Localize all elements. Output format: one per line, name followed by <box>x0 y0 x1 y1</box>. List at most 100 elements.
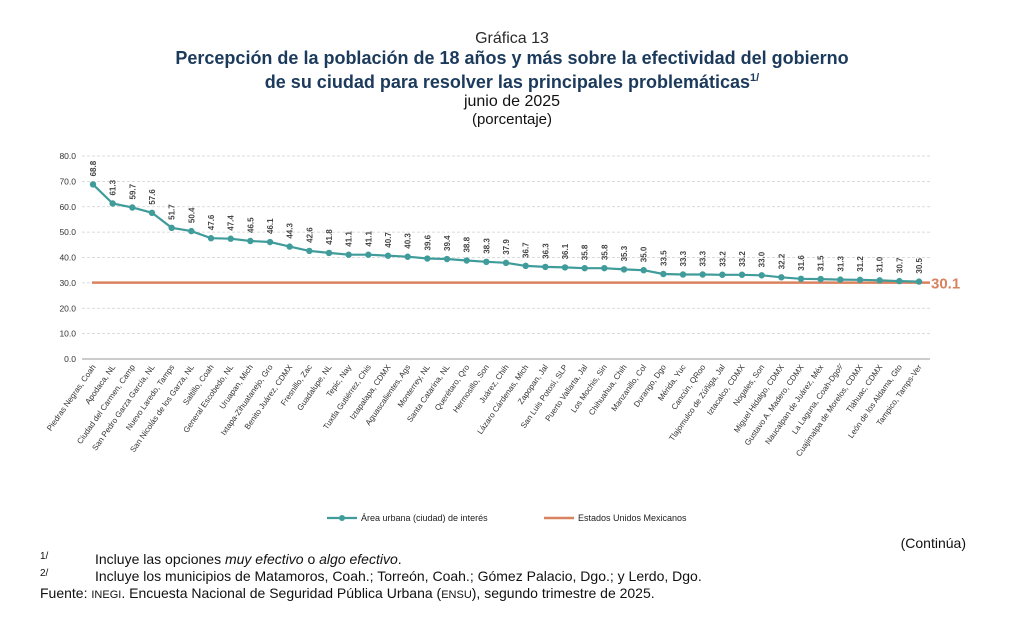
y-tick-label: 50.0 <box>59 227 76 237</box>
data-point <box>817 275 824 283</box>
chart-title-line-2-text: de su ciudad para resolver las principal… <box>264 72 750 92</box>
data-label: 51.7 <box>168 204 177 220</box>
chart-title-line-2: de su ciudad para resolver las principal… <box>0 68 1024 92</box>
data-label: 33.2 <box>718 251 727 267</box>
data-point <box>660 270 667 278</box>
chart-title-line-1: Percepción de la población de 18 años y … <box>175 48 849 68</box>
data-label: 41.1 <box>364 231 373 247</box>
data-point <box>522 262 529 270</box>
data-point <box>561 264 569 271</box>
data-label: 36.1 <box>561 243 570 259</box>
footnote-1-em2: algo efectivo <box>319 551 398 567</box>
source-note: Fuente: INEGI. Encuesta Nacional de Segu… <box>40 585 655 601</box>
data-point <box>188 227 195 235</box>
y-tick-label: 10.0 <box>59 329 76 339</box>
data-label: 36.7 <box>522 242 531 258</box>
data-point <box>719 271 726 278</box>
footnote-1-pre: Incluye las opciones <box>95 551 225 567</box>
source-end: ), segundo trimestre de 2025. <box>471 585 655 601</box>
data-label: 50.4 <box>187 207 196 223</box>
chart-unit: (porcentaje) <box>471 111 553 128</box>
data-point <box>797 275 805 283</box>
data-point <box>738 271 746 278</box>
data-point <box>89 181 97 188</box>
footnote-1-post: . <box>397 551 402 567</box>
y-tick-label: 30.0 <box>59 278 76 288</box>
data-label: 41.8 <box>325 229 334 245</box>
data-label: 30.5 <box>915 257 924 273</box>
footnote-1-mid: o <box>303 551 320 567</box>
source-mid: . Encuesta Nacional de Seguridad Pública… <box>121 585 442 601</box>
data-point <box>404 253 411 260</box>
data-point <box>542 263 549 271</box>
data-label: 59.7 <box>128 183 137 199</box>
legend-series-swatch-marker <box>339 515 345 521</box>
continues-note: (Continúa) <box>900 535 966 551</box>
source-label: Fuente: <box>40 585 92 601</box>
chart-number: Gráfica 13 <box>475 30 549 47</box>
data-label: 33.5 <box>659 250 668 266</box>
data-point <box>915 278 923 285</box>
y-tick-label: 20.0 <box>59 303 76 313</box>
data-label: 68.8 <box>89 160 98 176</box>
data-label: 31.0 <box>876 256 885 272</box>
footnote-2-mark: 2/ <box>40 568 49 579</box>
data-point <box>699 271 706 278</box>
chart-title-footnote-mark: 1/ <box>750 72 760 84</box>
data-point <box>876 277 883 284</box>
data-label: 31.3 <box>836 255 845 271</box>
data-label: 36.3 <box>541 243 550 259</box>
data-point <box>148 209 156 217</box>
data-point <box>227 235 234 242</box>
y-tick-label: 80.0 <box>59 151 76 161</box>
data-label: 31.2 <box>856 256 865 272</box>
data-label: 47.6 <box>207 214 216 230</box>
data-label: 37.9 <box>502 239 511 255</box>
data-point <box>679 271 687 278</box>
data-label: 57.6 <box>148 189 157 205</box>
data-label: 41.1 <box>345 231 354 247</box>
data-point <box>109 200 116 207</box>
data-point <box>581 264 588 272</box>
data-label: 31.6 <box>797 255 806 271</box>
data-point <box>463 257 470 264</box>
data-point <box>266 238 274 246</box>
source-abbr: ENSU <box>441 589 472 601</box>
y-tick-label: 40.0 <box>59 253 76 263</box>
chart-header: Gráfica 13 Percepción de la población de… <box>0 30 1024 129</box>
data-point <box>129 204 136 211</box>
data-label: 35.0 <box>640 246 649 262</box>
data-label: 33.2 <box>738 251 747 267</box>
y-tick-label: 70.0 <box>59 176 76 186</box>
series-line <box>92 183 920 283</box>
data-point <box>758 272 765 279</box>
data-label: 38.3 <box>482 238 491 254</box>
data-point <box>207 235 215 242</box>
data-label: 38.8 <box>463 236 472 252</box>
footnote-1-text: Incluye las opciones muy efectivo o algo… <box>95 551 402 568</box>
data-point <box>778 274 785 281</box>
data-label: 40.3 <box>404 233 413 249</box>
data-point <box>325 249 333 257</box>
data-label: 47.4 <box>227 215 236 231</box>
chart-subtitle: junio de 2025 <box>463 93 561 110</box>
data-point <box>502 259 510 267</box>
footnote-1-mark: 1/ <box>40 551 49 562</box>
data-label: 39.6 <box>423 234 432 250</box>
data-point <box>856 276 864 284</box>
data-label: 35.8 <box>581 244 590 260</box>
data-point <box>620 266 628 273</box>
source-org: INEGI <box>91 589 122 601</box>
data-point <box>443 255 451 263</box>
data-label: 33.3 <box>679 250 688 266</box>
data-label: 35.3 <box>620 245 629 261</box>
data-point <box>306 247 313 255</box>
data-label: 40.7 <box>384 232 393 248</box>
data-point <box>168 224 175 232</box>
footnote-1-em1: muy efectivo <box>224 551 304 567</box>
data-label: 30.7 <box>895 257 904 273</box>
data-label: 46.1 <box>266 218 275 234</box>
data-point <box>601 264 608 272</box>
data-label: 31.5 <box>817 255 826 271</box>
